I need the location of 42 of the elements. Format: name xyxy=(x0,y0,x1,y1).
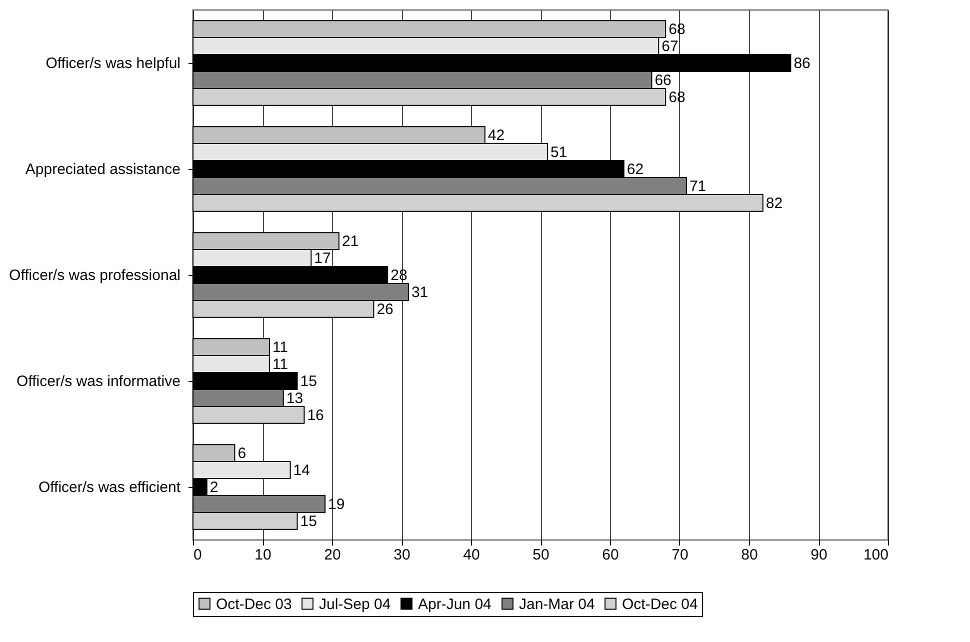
data-label: 31 xyxy=(411,284,428,301)
x-tick-label: 80 xyxy=(741,546,758,564)
data-label: 14 xyxy=(293,462,310,480)
data-label: 15 xyxy=(300,512,317,530)
data-label: 86 xyxy=(794,55,810,72)
data-label: 62 xyxy=(626,161,644,178)
legend-label: Oct-Dec 04 xyxy=(622,596,698,613)
data-label: 71 xyxy=(689,178,706,195)
y-tick-label: Officer/s was efficient xyxy=(38,479,182,496)
x-tick-label: 40 xyxy=(463,546,480,564)
data-label: 11 xyxy=(272,339,288,356)
y-tick-label: Officer/s was helpful xyxy=(46,55,180,72)
legend-label: Jul-Sep 04 xyxy=(319,596,391,613)
data-label: 6 xyxy=(238,445,246,462)
data-label: 17 xyxy=(314,250,331,268)
data-label: 66 xyxy=(654,72,672,89)
x-tick-label: 90 xyxy=(810,546,828,564)
data-label: 82 xyxy=(766,194,783,212)
data-label: 26 xyxy=(376,300,394,318)
legend-label: Apr-Jun 04 xyxy=(418,596,492,613)
data-label: 42 xyxy=(488,127,505,144)
data-label: 51 xyxy=(550,144,568,162)
y-tick-label: Officer/s was informative xyxy=(16,373,180,390)
legend-label: Oct-Dec 03 xyxy=(216,596,292,613)
data-label: 21 xyxy=(342,233,359,250)
x-tick-label: 50 xyxy=(532,546,550,564)
y-tick-label: Appreciated assistance xyxy=(25,161,180,178)
data-label: 11 xyxy=(272,356,288,374)
x-tick-label: 70 xyxy=(672,546,688,564)
x-tick-label: 100 xyxy=(863,546,888,564)
x-tick-label: 10 xyxy=(254,546,272,564)
x-tick-label: 30 xyxy=(394,546,410,564)
x-tick-label: 60 xyxy=(602,546,619,564)
data-label: 15 xyxy=(300,373,317,390)
x-tick-label: 20 xyxy=(324,546,341,564)
data-label: 67 xyxy=(662,38,678,56)
legend-label: Jan-Mar 04 xyxy=(519,596,595,613)
data-label: 13 xyxy=(286,390,304,407)
data-label: 2 xyxy=(210,479,218,496)
x-tick-label: 0 xyxy=(194,546,202,564)
data-label: 16 xyxy=(307,406,324,424)
y-tick-label: Officer/s was professional xyxy=(9,267,180,284)
